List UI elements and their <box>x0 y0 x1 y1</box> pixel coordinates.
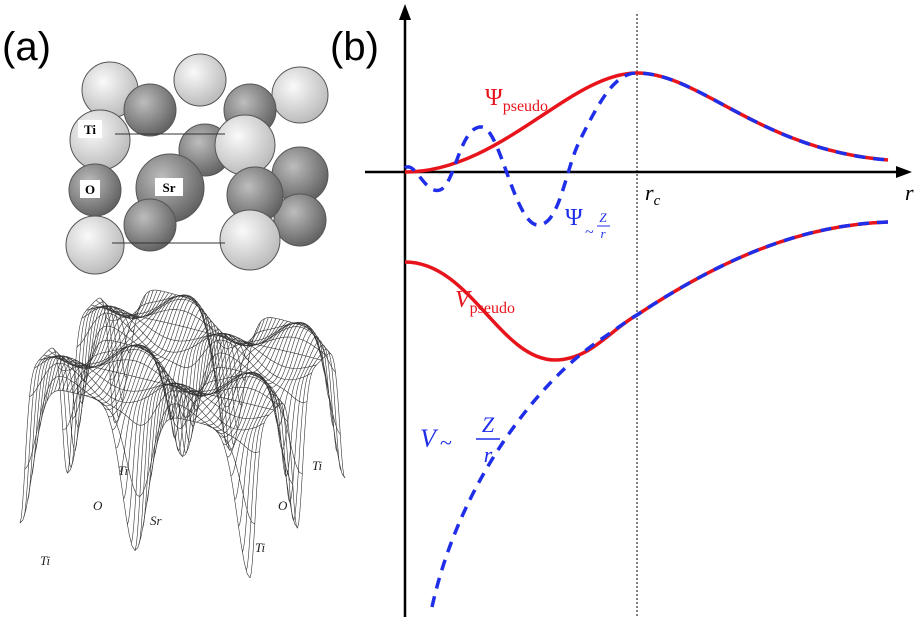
atom <box>174 54 226 106</box>
atom-label: Ti <box>84 122 96 137</box>
surface-label: Ti <box>312 458 323 473</box>
surface-label: Ti <box>255 540 266 555</box>
atom <box>220 210 280 270</box>
arrow <box>896 166 912 178</box>
symbol: Ψ <box>565 205 583 231</box>
mesh-line <box>20 298 115 523</box>
curve-label: Vpseudo <box>455 287 515 317</box>
symbol: V <box>420 424 439 453</box>
subscript: pseudo <box>503 98 548 115</box>
panel-label: (b) <box>330 25 379 69</box>
crystal <box>66 54 328 274</box>
psi-pseudo-curve <box>405 73 888 172</box>
axis-label: r <box>905 180 914 205</box>
atom <box>124 84 176 136</box>
numerator: Z <box>599 210 607 225</box>
panel-label: (a) <box>2 25 51 69</box>
mesh-line <box>28 306 123 501</box>
mesh-line <box>25 376 255 524</box>
surface-label: Sr <box>150 513 163 528</box>
surface-label: Ti <box>118 463 129 478</box>
figure: (a) (b) Ti O Sr Ti O Sr O Ti Ti <box>0 0 917 621</box>
mesh-line <box>124 313 219 499</box>
rc-label: rc <box>645 180 661 209</box>
surface-label: Ti <box>40 553 51 568</box>
curve-label: Ψpseudo <box>485 85 548 115</box>
atom <box>66 216 124 274</box>
atom <box>215 115 275 175</box>
subscript: c <box>654 193 661 209</box>
mesh-line <box>173 318 268 419</box>
subscript: ~ <box>585 224 594 241</box>
v-coulomb-curve <box>432 222 888 607</box>
atom-label: O <box>85 182 95 197</box>
curve-label: Ψ ~ Z r <box>565 205 610 241</box>
atom-label: Sr <box>163 180 176 195</box>
denominator: r <box>484 442 493 467</box>
curve-label: V ~ Z r <box>420 412 500 467</box>
subscript: ~ <box>440 430 452 455</box>
subscript: pseudo <box>470 300 515 317</box>
v-pseudo-curve <box>405 222 888 360</box>
denominator: r <box>600 226 606 241</box>
surface-plot <box>20 290 345 578</box>
surface-label: O <box>93 498 103 513</box>
surface-label: O <box>278 498 288 513</box>
atom <box>70 110 130 170</box>
numerator: Z <box>482 412 495 437</box>
atom <box>272 67 328 123</box>
arrow <box>399 4 411 20</box>
axes <box>365 4 912 617</box>
symbol: Ψ <box>485 85 503 111</box>
